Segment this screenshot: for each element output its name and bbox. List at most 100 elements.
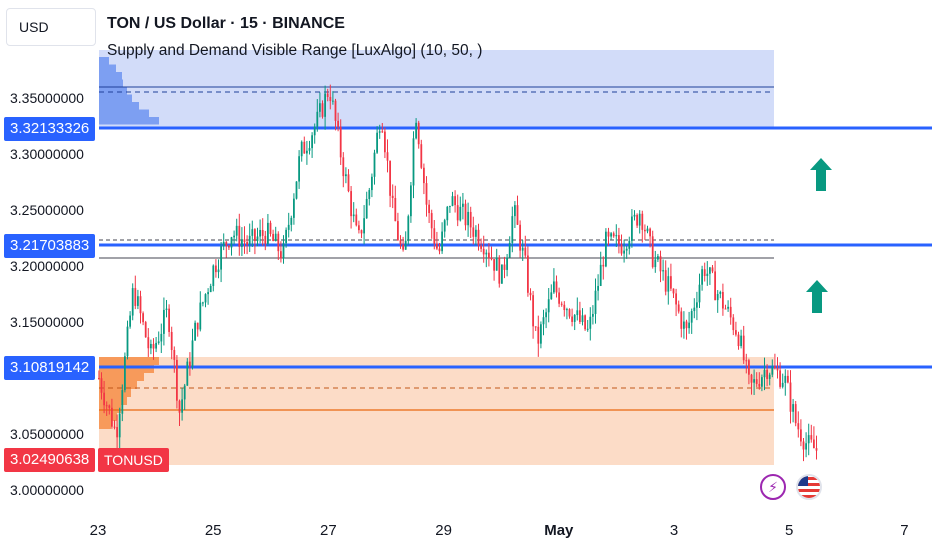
candle-body <box>347 174 350 192</box>
candle-body <box>641 213 644 230</box>
candle-body <box>137 296 139 306</box>
candle-body <box>797 423 800 430</box>
candle-body <box>758 383 761 387</box>
candle-body <box>394 198 397 222</box>
candle-body <box>602 264 605 267</box>
candle-body <box>550 292 553 300</box>
candle-body <box>789 382 792 412</box>
price-tick-label: 3.15000000 <box>10 314 84 330</box>
price-tick-label: 3.35000000 <box>10 90 84 106</box>
candle-body <box>311 135 313 149</box>
candle-body <box>787 375 789 383</box>
candle-body <box>168 308 170 332</box>
candle-body <box>540 324 542 344</box>
candle-body <box>722 291 724 309</box>
candle-body <box>430 213 433 229</box>
candle-body <box>287 224 290 230</box>
candle-body <box>729 306 732 318</box>
candle-body <box>196 322 199 330</box>
indicator-label[interactable]: Supply and Demand Visible Range [LuxAlgo… <box>107 42 483 59</box>
candle-body <box>326 93 329 97</box>
candle-body <box>464 203 467 226</box>
candle-body <box>532 295 534 327</box>
candle-body <box>547 299 550 313</box>
candle-body <box>662 270 664 272</box>
candle-body <box>280 251 282 259</box>
candle-body <box>235 225 238 236</box>
candle-body <box>337 120 339 127</box>
candle-body <box>485 252 488 255</box>
candle-body <box>698 284 701 303</box>
candle-body <box>560 303 563 305</box>
symbol-tag: TONUSD <box>98 448 169 472</box>
candle-body <box>605 231 607 267</box>
candle-body <box>456 205 459 221</box>
candle-body <box>238 225 241 247</box>
candle-body <box>805 443 807 450</box>
candle-body <box>625 248 628 251</box>
candle-body <box>501 264 503 284</box>
candle-body <box>594 290 597 314</box>
candle-body <box>776 368 779 371</box>
us-flag-icon[interactable] <box>796 474 822 500</box>
candle-body <box>677 304 680 312</box>
candle-body <box>685 321 688 329</box>
candle-body <box>178 400 181 413</box>
time-tick-label: May <box>544 522 574 539</box>
supply-histogram-bar <box>99 117 159 125</box>
candle-body <box>563 304 566 311</box>
candle-body <box>612 233 615 237</box>
candle-body <box>633 214 636 217</box>
price-axis[interactable]: 3.35000000 3.30000000 3.25000000 3.20000000… <box>10 90 84 498</box>
demand-histogram-bar <box>99 373 144 381</box>
candle-body <box>261 230 264 236</box>
mid-level-price-tag: 3.21703883 <box>4 234 96 258</box>
candle-body <box>202 302 204 304</box>
candle-body <box>207 292 209 295</box>
currency-button[interactable]: USD <box>6 8 96 46</box>
time-tick-label: 23 <box>90 522 107 539</box>
candle-body <box>381 131 384 133</box>
candle-body <box>220 246 222 270</box>
arrow-up-icon[interactable] <box>810 158 832 191</box>
arrow-up-icon[interactable] <box>806 280 828 313</box>
candle-body <box>225 241 228 246</box>
supply-histogram-bar <box>99 87 127 95</box>
candle-body <box>475 229 477 237</box>
candle-body <box>176 359 178 401</box>
lightning-icon[interactable]: ⚡︎ <box>760 474 786 500</box>
demand-histogram-bar <box>99 357 159 365</box>
candle-body <box>386 152 389 161</box>
time-axis[interactable]: 23 25 27 29 May 3 5 7 <box>90 522 909 539</box>
candle-body <box>636 214 638 226</box>
candle-body <box>181 399 183 413</box>
candle-body <box>368 190 371 199</box>
candle-body <box>555 281 558 293</box>
candle-body <box>610 233 612 237</box>
supply-histogram-bar <box>99 109 149 117</box>
candle-body <box>194 322 196 341</box>
candle-body <box>423 167 425 184</box>
candle-body <box>209 285 212 293</box>
demand-zone <box>99 357 774 465</box>
demand-histogram <box>99 357 159 429</box>
candle-body <box>568 309 571 317</box>
candle-body <box>620 244 623 254</box>
candle-body <box>623 250 625 254</box>
candle-body <box>781 382 784 387</box>
candle-body <box>768 374 771 379</box>
candle-body <box>358 225 360 231</box>
candle-body <box>98 378 100 379</box>
candle-body <box>553 281 555 293</box>
candle-body <box>256 236 259 242</box>
candle-body <box>542 317 545 325</box>
demand-histogram-bar <box>99 405 121 413</box>
candle-body <box>571 316 573 322</box>
candlestick-series <box>98 84 818 462</box>
candle-body <box>690 311 693 323</box>
candle-body <box>771 366 774 375</box>
candle-body <box>111 407 113 427</box>
candle-body <box>282 243 285 259</box>
